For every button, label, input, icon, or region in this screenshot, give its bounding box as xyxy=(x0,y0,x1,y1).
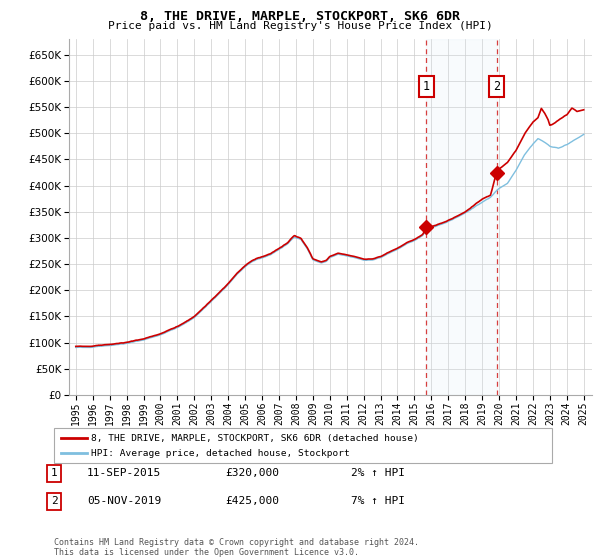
Text: £320,000: £320,000 xyxy=(225,468,279,478)
Text: 7% ↑ HPI: 7% ↑ HPI xyxy=(351,496,405,506)
Text: 8, THE DRIVE, MARPLE, STOCKPORT, SK6 6DR (detached house): 8, THE DRIVE, MARPLE, STOCKPORT, SK6 6DR… xyxy=(91,434,419,443)
Text: Contains HM Land Registry data © Crown copyright and database right 2024.
This d: Contains HM Land Registry data © Crown c… xyxy=(54,538,419,557)
Text: 2: 2 xyxy=(493,80,500,93)
Text: 8, THE DRIVE, MARPLE, STOCKPORT, SK6 6DR: 8, THE DRIVE, MARPLE, STOCKPORT, SK6 6DR xyxy=(140,10,460,23)
Text: Price paid vs. HM Land Registry's House Price Index (HPI): Price paid vs. HM Land Registry's House … xyxy=(107,21,493,31)
Text: 1: 1 xyxy=(423,80,430,93)
Text: HPI: Average price, detached house, Stockport: HPI: Average price, detached house, Stoc… xyxy=(91,449,350,458)
Text: £425,000: £425,000 xyxy=(225,496,279,506)
Text: 1: 1 xyxy=(50,468,58,478)
Text: 2% ↑ HPI: 2% ↑ HPI xyxy=(351,468,405,478)
Bar xyxy=(426,39,497,395)
Text: 05-NOV-2019: 05-NOV-2019 xyxy=(87,496,161,506)
Text: 2: 2 xyxy=(50,496,58,506)
Text: 11-SEP-2015: 11-SEP-2015 xyxy=(87,468,161,478)
